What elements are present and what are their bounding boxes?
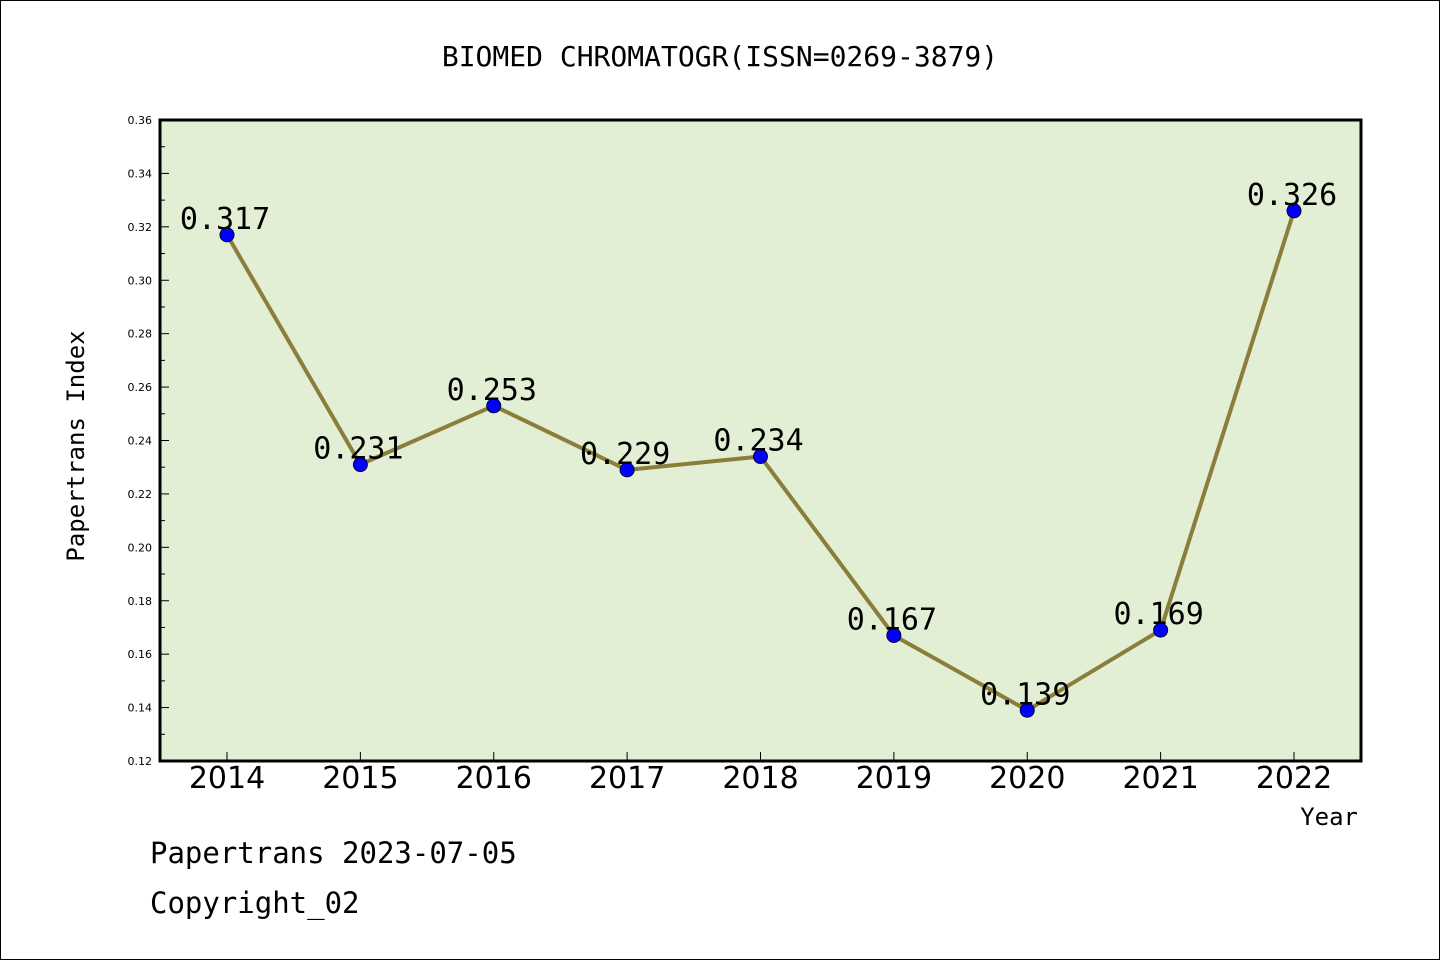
x-tick-label: 2022	[1256, 761, 1332, 796]
y-tick-label: 0.28	[128, 328, 153, 341]
y-tick-label: 0.18	[128, 595, 153, 608]
x-tick-label: 2015	[322, 761, 398, 796]
data-label: 0.169	[1113, 597, 1203, 632]
data-label: 0.229	[580, 437, 670, 472]
data-point-marker	[352, 457, 368, 473]
x-tick-label: 2016	[456, 761, 532, 796]
data-label: 0.139	[980, 677, 1070, 712]
data-labels: 0.317 0.231 0.253 0.229 0.234 0.167 0.139 0.169…	[180, 178, 1337, 712]
data-point-marker	[619, 462, 635, 478]
y-tick-label: 0.20	[128, 541, 153, 554]
x-tick-label: 2018	[722, 761, 798, 796]
x-axis-ticks: 2014 2015 2016 2017 2018 2019 2020 2021 2022	[189, 752, 1332, 796]
data-point-marker	[1286, 203, 1302, 219]
y-tick-label: 0.12	[128, 755, 153, 768]
data-point-marker	[219, 227, 235, 243]
data-label: 0.326	[1247, 178, 1337, 213]
y-tick-label: 0.26	[128, 381, 153, 394]
data-label: 0.231	[313, 432, 403, 467]
y-tick-label: 0.16	[128, 648, 153, 661]
y-tick-label: 0.22	[128, 488, 153, 501]
y-tick-label: 0.30	[128, 274, 153, 287]
x-tick-label: 2020	[989, 761, 1065, 796]
x-tick-label: 2014	[189, 761, 265, 796]
data-point-marker	[1153, 622, 1169, 638]
data-point-marker	[886, 627, 902, 643]
x-axis-label: Year	[1300, 803, 1358, 831]
y-tick-label: 0.32	[128, 221, 153, 234]
y-tick-label: 0.36	[128, 114, 153, 127]
data-markers	[219, 203, 1302, 718]
x-tick-label: 2017	[589, 761, 665, 796]
y-tick-label: 0.34	[128, 167, 153, 180]
footer-copyright-text: Copyright_02	[150, 886, 360, 920]
y-tick-label: 0.14	[128, 702, 153, 715]
data-point-marker	[753, 449, 768, 465]
y-axis-label: Papertrans Index	[62, 330, 90, 561]
data-label: 0.167	[847, 602, 937, 637]
data-label: 0.317	[180, 202, 270, 237]
x-tick-label: 2021	[1122, 761, 1198, 796]
data-point-marker	[1019, 702, 1035, 718]
plot-area	[158, 118, 1363, 763]
y-axis-ticks: 0.12 0.14 0.16 0.18 0.20 0.22 0.24 0.26 0.28 0.30…	[128, 114, 169, 768]
chart-title: BIOMED CHROMATOGR(ISSN=0269-3879)	[442, 40, 998, 73]
data-label: 0.253	[447, 373, 537, 408]
data-point-marker	[486, 398, 502, 414]
footer-date-text: Papertrans 2023-07-05	[150, 836, 517, 870]
y-tick-label: 0.24	[128, 435, 153, 448]
data-label: 0.234	[713, 424, 803, 459]
x-tick-label: 2019	[856, 761, 932, 796]
